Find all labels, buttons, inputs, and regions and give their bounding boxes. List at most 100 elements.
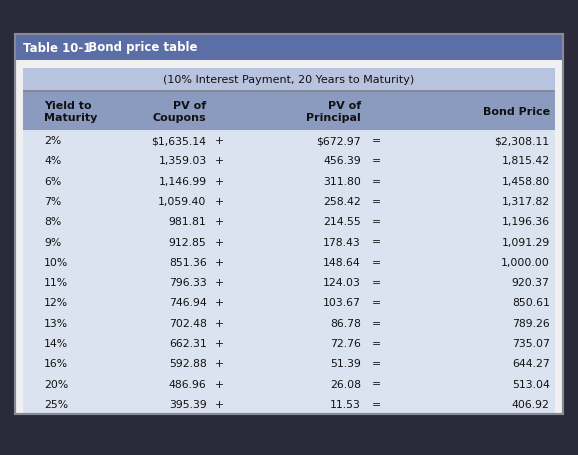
Text: 11.53: 11.53	[330, 399, 361, 409]
Text: =: =	[372, 359, 381, 369]
Text: $1,635.14: $1,635.14	[151, 136, 206, 146]
Text: 103.67: 103.67	[323, 298, 361, 308]
Text: 486.96: 486.96	[169, 379, 206, 389]
Text: 72.76: 72.76	[330, 338, 361, 348]
Text: =: =	[372, 177, 381, 186]
Text: 1,359.03: 1,359.03	[158, 156, 206, 166]
FancyBboxPatch shape	[23, 91, 555, 93]
Text: 395.39: 395.39	[169, 399, 206, 409]
Text: 1,000.00: 1,000.00	[501, 257, 550, 267]
Text: +: +	[215, 318, 224, 328]
FancyBboxPatch shape	[23, 212, 555, 232]
FancyBboxPatch shape	[23, 374, 555, 394]
Text: $672.97: $672.97	[316, 136, 361, 146]
Text: 920.37: 920.37	[512, 278, 550, 288]
Text: =: =	[372, 278, 381, 288]
Text: 4%: 4%	[45, 156, 61, 166]
Text: 1,815.42: 1,815.42	[502, 156, 550, 166]
Text: 311.80: 311.80	[323, 177, 361, 186]
Text: 912.85: 912.85	[169, 237, 206, 247]
Text: 513.04: 513.04	[512, 379, 550, 389]
Text: Bond Price: Bond Price	[483, 107, 550, 117]
Text: +: +	[215, 257, 224, 267]
Text: +: +	[215, 338, 224, 348]
FancyBboxPatch shape	[23, 232, 555, 252]
Text: +: +	[215, 298, 224, 308]
Text: 746.94: 746.94	[169, 298, 206, 308]
Text: 1,458.80: 1,458.80	[502, 177, 550, 186]
Text: 13%: 13%	[45, 318, 68, 328]
FancyBboxPatch shape	[23, 131, 555, 151]
Text: +: +	[215, 359, 224, 369]
Text: 406.92: 406.92	[512, 399, 550, 409]
Text: 14%: 14%	[45, 338, 68, 348]
Text: =: =	[372, 237, 381, 247]
Text: Bond price table: Bond price table	[80, 41, 198, 55]
Text: 851.36: 851.36	[169, 257, 206, 267]
Text: +: +	[215, 237, 224, 247]
Text: +: +	[215, 278, 224, 288]
Text: +: +	[215, 197, 224, 207]
Text: =: =	[372, 338, 381, 348]
Text: +: +	[215, 136, 224, 146]
Text: (10% Interest Payment, 20 Years to Maturity): (10% Interest Payment, 20 Years to Matur…	[164, 75, 414, 85]
FancyBboxPatch shape	[15, 35, 563, 61]
FancyBboxPatch shape	[23, 192, 555, 212]
Text: 796.33: 796.33	[169, 278, 206, 288]
FancyBboxPatch shape	[23, 293, 555, 313]
Text: 7%: 7%	[45, 197, 61, 207]
Text: =: =	[372, 197, 381, 207]
Text: 214.55: 214.55	[323, 217, 361, 227]
Text: PV of
Principal: PV of Principal	[306, 101, 361, 122]
Text: =: =	[372, 257, 381, 267]
FancyBboxPatch shape	[23, 313, 555, 333]
Text: 981.81: 981.81	[169, 217, 206, 227]
Text: Table 10-1: Table 10-1	[23, 41, 91, 55]
FancyBboxPatch shape	[23, 273, 555, 293]
FancyBboxPatch shape	[23, 354, 555, 374]
Text: Yield to
Maturity: Yield to Maturity	[45, 101, 98, 122]
FancyBboxPatch shape	[23, 93, 555, 131]
FancyBboxPatch shape	[17, 61, 561, 91]
Text: +: +	[215, 379, 224, 389]
Text: +: +	[215, 156, 224, 166]
Text: 148.64: 148.64	[323, 257, 361, 267]
Text: 258.42: 258.42	[323, 197, 361, 207]
FancyBboxPatch shape	[23, 171, 555, 192]
FancyBboxPatch shape	[23, 252, 555, 273]
Text: 1,317.82: 1,317.82	[502, 197, 550, 207]
Text: =: =	[372, 399, 381, 409]
Text: =: =	[372, 298, 381, 308]
Text: 124.03: 124.03	[323, 278, 361, 288]
Text: 592.88: 592.88	[169, 359, 206, 369]
Text: =: =	[372, 318, 381, 328]
FancyBboxPatch shape	[23, 333, 555, 354]
Text: 51.39: 51.39	[330, 359, 361, 369]
Text: 8%: 8%	[45, 217, 61, 227]
Text: =: =	[372, 379, 381, 389]
Text: 10%: 10%	[45, 257, 69, 267]
FancyBboxPatch shape	[23, 394, 555, 414]
Text: 25%: 25%	[45, 399, 68, 409]
Text: 456.39: 456.39	[323, 156, 361, 166]
Text: +: +	[215, 177, 224, 186]
FancyBboxPatch shape	[15, 35, 563, 414]
Text: 16%: 16%	[45, 359, 68, 369]
Text: 26.08: 26.08	[330, 379, 361, 389]
Text: 178.43: 178.43	[323, 237, 361, 247]
Text: 86.78: 86.78	[330, 318, 361, 328]
Text: 702.48: 702.48	[169, 318, 206, 328]
Text: 1,196.36: 1,196.36	[502, 217, 550, 227]
Text: 12%: 12%	[45, 298, 68, 308]
Text: 2%: 2%	[45, 136, 61, 146]
Text: 6%: 6%	[45, 177, 61, 186]
Text: 789.26: 789.26	[512, 318, 550, 328]
Text: 1,146.99: 1,146.99	[158, 177, 206, 186]
Text: 11%: 11%	[45, 278, 68, 288]
Text: 662.31: 662.31	[169, 338, 206, 348]
FancyBboxPatch shape	[23, 151, 555, 171]
Text: 1,091.29: 1,091.29	[502, 237, 550, 247]
Text: 1,059.40: 1,059.40	[158, 197, 206, 207]
Text: $2,308.11: $2,308.11	[495, 136, 550, 146]
Text: 9%: 9%	[45, 237, 61, 247]
